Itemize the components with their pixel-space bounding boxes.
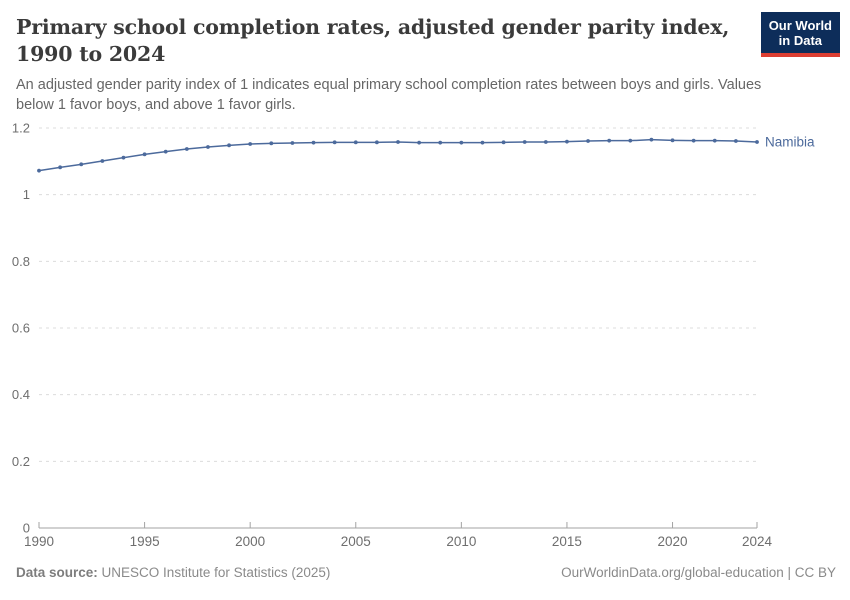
x-axis-tick-label: 2015 [552,534,582,549]
data-point [248,142,253,146]
data-source-note: Data source: UNESCO Institute for Statis… [16,565,330,580]
x-axis-tick-label: 1990 [24,534,54,549]
data-point [311,140,316,145]
data-point [565,139,569,144]
rights-link[interactable]: OurWorldinData.org/global-education | CC… [561,565,836,580]
data-point [755,140,759,144]
data-point [332,140,337,145]
data-point [184,147,189,151]
y-axis-tick-label: 0.6 [12,321,30,336]
y-axis-tick-label: 0.4 [12,387,30,402]
data-point [670,138,675,143]
chart-footer: Data source: UNESCO Institute for Statis… [16,565,836,580]
page-title: Primary school completion rates, adjuste… [16,15,730,67]
data-source-text: UNESCO Institute for Statistics (2025) [101,565,331,580]
data-point [712,138,717,143]
series-entity-label[interactable]: Namibia [765,135,815,150]
data-point [79,162,84,167]
chart-subtitle: An adjusted gender parity index of 1 ind… [16,77,762,114]
line-chart-svg: 0 0.2 0.4 0.6 0.8 1 1.2 1990 1995 2000 2005 2010 201… [12,121,815,550]
data-point [58,165,63,170]
x-axis-tick-label: 1995 [130,534,160,549]
data-point [396,140,400,144]
x-axis-tick-label: 2000 [235,534,265,549]
data-point [543,140,548,144]
owid-logo-line2: in Data [778,33,823,49]
data-point [206,145,210,149]
y-axis-tick-label: 1.2 [12,121,30,136]
data-point [227,143,231,148]
chart-header: Primary school completion rates, adjuste… [0,0,850,115]
data-point [142,152,147,157]
data-point [100,159,105,163]
data-line [38,138,758,172]
data-point [459,140,464,145]
y-axis-tick-label: 1 [23,187,30,202]
y-axis-tick-label: 0.8 [12,254,30,269]
data-source-label: Data source: [16,565,98,580]
data-point [438,140,443,145]
data-point [269,141,274,146]
data-point [607,138,612,143]
owid-logo[interactable]: Our World in Data [760,12,840,57]
data-point [374,140,379,145]
data-point [353,140,358,145]
x-axis-tick-label: 2024 [742,534,773,549]
data-point [417,140,422,145]
data-point [649,137,654,142]
data-point [37,168,41,173]
x-axis-tick-label: 2020 [658,534,688,549]
owid-logo-line1: Our World [768,18,832,33]
data-point [121,155,126,160]
data-point [733,139,738,143]
data-point [522,140,527,144]
data-point [480,140,485,145]
data-point [163,149,168,154]
chart-plot-area[interactable]: 0 0.2 0.4 0.6 0.8 1 1.2 1990 1995 2000 2005 2010 201… [0,118,850,560]
data-point [501,140,506,145]
y-axis-tick-label: 0 [23,521,30,536]
x-axis-tick-label: 2010 [446,534,476,549]
data-point [586,139,590,143]
data-point [628,138,633,143]
y-axis-tick-label: 0.2 [12,454,30,469]
x-axis-tick-label: 2005 [341,534,371,549]
data-point [290,141,295,145]
data-point [691,138,696,143]
